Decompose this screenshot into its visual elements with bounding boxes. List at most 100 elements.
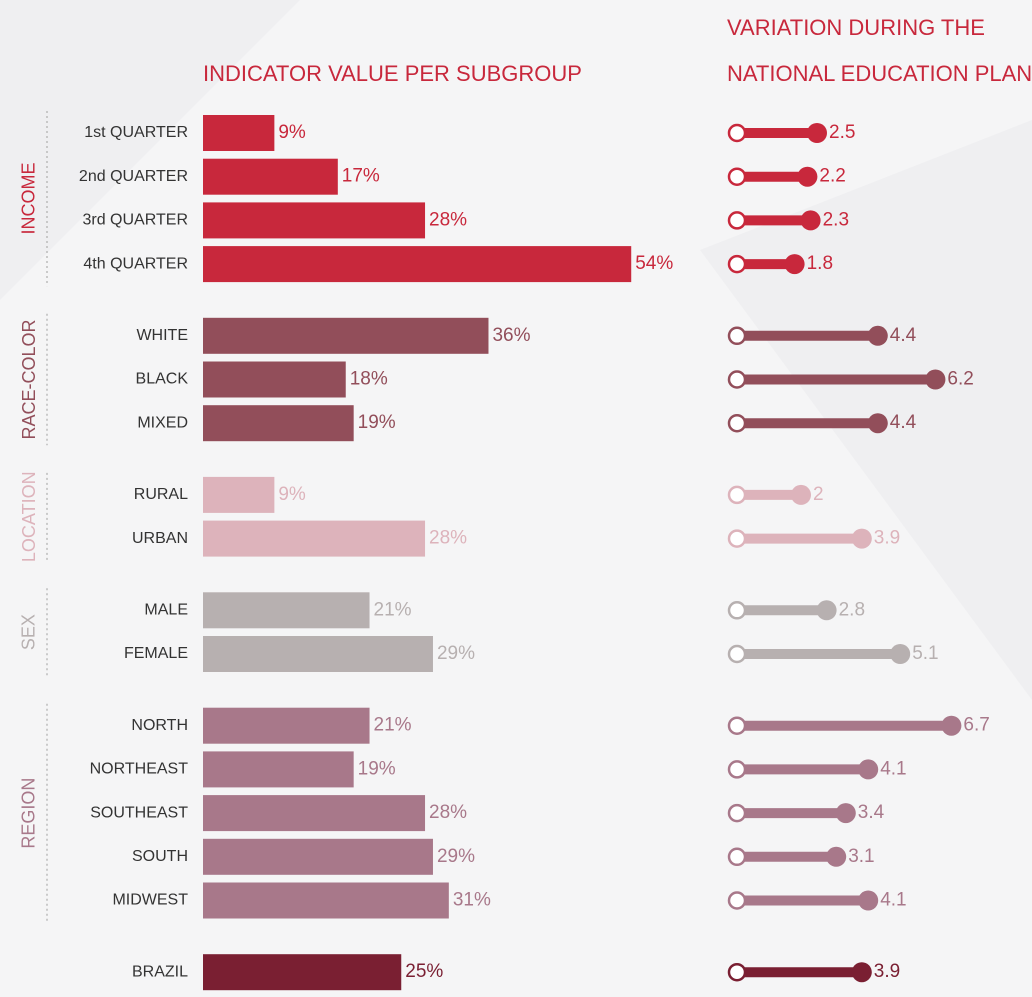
category-label: FEMALE — [124, 645, 188, 662]
category-label: WHITE — [136, 327, 188, 344]
variation-end — [867, 413, 888, 434]
bar — [203, 158, 338, 195]
variation-label: 2.2 — [819, 166, 845, 187]
category-label: BRAZIL — [132, 963, 188, 980]
variation-end — [800, 210, 821, 231]
variation-label: 6.2 — [947, 369, 973, 390]
value-label: 21% — [374, 599, 412, 620]
category-label: SOUTHEAST — [90, 804, 188, 821]
category-label: 1st QUARTER — [84, 124, 188, 141]
variation-label: 2.8 — [839, 599, 865, 620]
category-label: 2nd QUARTER — [79, 168, 188, 185]
variation-start — [727, 326, 747, 346]
value-label: 9% — [278, 122, 306, 143]
variation-end — [791, 484, 811, 505]
variation-end — [835, 803, 856, 824]
bar — [203, 636, 433, 672]
variation-label: 4.1 — [880, 758, 906, 779]
variation-start — [727, 962, 747, 982]
chart-title: INDICATOR VALUE PER SUBGROUP — [203, 61, 582, 86]
bar — [203, 795, 426, 832]
group-label: INCOME — [19, 163, 39, 235]
bar — [203, 954, 402, 991]
variation-label: 2 — [813, 484, 824, 505]
variation-start — [727, 716, 747, 735]
value-label: 36% — [492, 325, 530, 346]
variation-label: 4.4 — [890, 412, 917, 433]
value-label: 54% — [635, 253, 673, 274]
group-label: RACE-COLOR — [19, 319, 39, 439]
variation-start — [727, 370, 747, 389]
variation-end — [858, 759, 879, 780]
variation-start — [727, 529, 747, 548]
variation-start — [727, 211, 747, 230]
variation-label: 3.4 — [858, 802, 885, 823]
variation-title: VARIATION DURING THE — [727, 15, 985, 40]
variation-end — [858, 890, 879, 911]
group-label: SEX — [19, 614, 39, 650]
background-shape — [0, 0, 300, 300]
value-label: 17% — [342, 166, 380, 187]
bar — [203, 707, 370, 744]
category-label: 4th QUARTER — [83, 255, 188, 272]
group-label: REGION — [19, 778, 39, 849]
bar — [203, 202, 426, 239]
variation-start — [727, 803, 747, 823]
category-label: URBAN — [132, 530, 188, 547]
value-label: 19% — [358, 758, 396, 779]
variation-label: 1.8 — [807, 253, 833, 274]
variation-start — [727, 760, 747, 779]
bar — [203, 751, 354, 788]
variation-start — [727, 644, 747, 664]
variation-title: NATIONAL EDUCATION PLAN — [727, 61, 1032, 86]
variation-start — [727, 123, 747, 143]
variation-label: 3.9 — [874, 528, 900, 549]
category-label: MALE — [144, 602, 188, 619]
value-label: 25% — [405, 961, 443, 982]
bar — [203, 838, 433, 875]
variation-start — [727, 167, 747, 186]
category-label: MIDWEST — [112, 892, 188, 909]
category-label: 3rd QUARTER — [82, 212, 188, 229]
category-label: RURAL — [134, 486, 188, 503]
category-label: BLACK — [136, 371, 189, 388]
value-label: 28% — [429, 802, 467, 823]
variation-label: 2.3 — [823, 209, 849, 230]
variation-end — [890, 644, 911, 664]
variation-end — [807, 123, 827, 143]
category-label: NORTH — [131, 717, 188, 734]
variation-end — [826, 846, 847, 867]
variation-start — [727, 847, 747, 867]
variation-start — [727, 413, 747, 433]
value-label: 29% — [437, 643, 475, 664]
variation-start — [727, 891, 747, 910]
variation-end — [925, 369, 946, 390]
variation-label: 5.1 — [912, 643, 938, 664]
bar — [203, 361, 346, 398]
value-label: 31% — [453, 890, 491, 911]
variation-end — [941, 715, 962, 736]
variation-label: 4.1 — [880, 890, 906, 911]
variation-label: 4.4 — [890, 325, 917, 346]
group-label: LOCATION — [19, 471, 39, 562]
variation-start — [727, 254, 747, 274]
value-label: 29% — [437, 846, 475, 867]
value-label: 21% — [374, 715, 412, 736]
variation-end — [851, 962, 872, 983]
bar — [203, 476, 275, 513]
variation-label: 3.9 — [874, 961, 900, 982]
value-label: 18% — [350, 369, 388, 390]
variation-end — [867, 325, 888, 346]
variation-end — [797, 166, 818, 187]
value-label: 9% — [278, 484, 306, 505]
bar — [203, 520, 426, 557]
variation-label: 3.1 — [848, 846, 874, 867]
value-label: 19% — [358, 412, 396, 433]
category-label: NORTHEAST — [90, 761, 189, 778]
variation-end — [784, 254, 805, 275]
category-label: SOUTH — [132, 848, 188, 865]
bar — [203, 246, 632, 283]
variation-start — [727, 485, 747, 505]
